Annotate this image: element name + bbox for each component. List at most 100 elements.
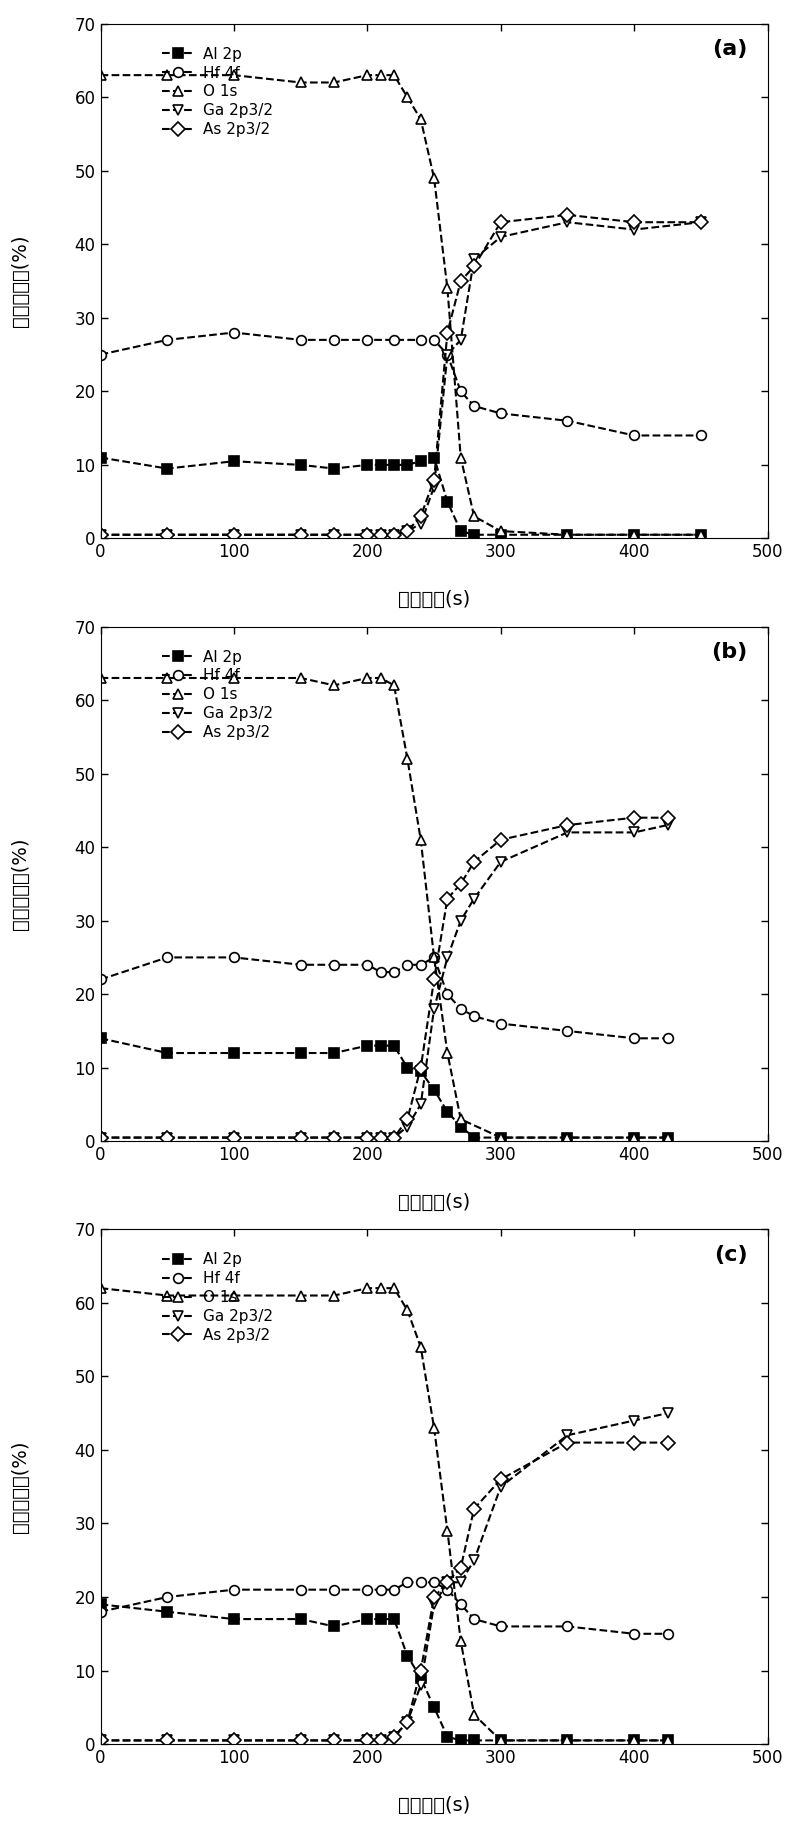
Hf 4f	[430, 330, 439, 351]
Ga 2p3/2	[296, 524, 306, 546]
Ga 2p3/2	[376, 1127, 386, 1149]
Line: O 1s: O 1s	[96, 1284, 672, 1745]
Line: Ga 2p3/2: Ga 2p3/2	[96, 1408, 672, 1745]
Ga 2p3/2	[456, 330, 466, 351]
Al 2p	[496, 524, 506, 546]
As 2p3/2	[296, 1730, 306, 1752]
Hf 4f	[416, 330, 426, 351]
O 1s	[562, 1127, 572, 1149]
Hf 4f	[362, 1579, 372, 1601]
Ga 2p3/2	[430, 475, 439, 497]
Al 2p	[430, 1697, 439, 1719]
Al 2p	[376, 1608, 386, 1630]
As 2p3/2	[402, 1109, 412, 1131]
Text: 原子百分比(%): 原子百分比(%)	[11, 838, 30, 931]
As 2p3/2	[630, 1431, 639, 1453]
Al 2p	[430, 1078, 439, 1100]
Hf 4f	[470, 395, 479, 417]
Al 2p	[96, 446, 106, 468]
O 1s	[229, 64, 238, 86]
O 1s	[470, 506, 479, 528]
Ga 2p3/2	[456, 910, 466, 932]
As 2p3/2	[456, 872, 466, 894]
Hf 4f	[162, 1586, 172, 1608]
Al 2p	[229, 1042, 238, 1063]
O 1s	[376, 1277, 386, 1298]
Ga 2p3/2	[470, 1550, 479, 1572]
Hf 4f	[496, 1615, 506, 1637]
As 2p3/2	[229, 1730, 238, 1752]
Line: O 1s: O 1s	[96, 674, 672, 1142]
Hf 4f	[456, 1593, 466, 1615]
O 1s	[630, 1127, 639, 1149]
Al 2p	[496, 1127, 506, 1149]
As 2p3/2	[442, 887, 452, 909]
As 2p3/2	[416, 1659, 426, 1681]
O 1s	[390, 1277, 399, 1298]
Ga 2p3/2	[630, 821, 639, 843]
Al 2p	[416, 1060, 426, 1082]
Ga 2p3/2	[229, 1127, 238, 1149]
Hf 4f	[630, 1623, 639, 1644]
Al 2p	[696, 524, 706, 546]
Hf 4f	[416, 954, 426, 976]
Ga 2p3/2	[442, 947, 452, 969]
O 1s	[442, 1042, 452, 1063]
As 2p3/2	[662, 807, 672, 829]
Line: Al 2p: Al 2p	[96, 1034, 672, 1142]
Ga 2p3/2	[376, 524, 386, 546]
Ga 2p3/2	[362, 1730, 372, 1752]
As 2p3/2	[630, 807, 639, 829]
O 1s	[296, 1284, 306, 1306]
Hf 4f	[162, 330, 172, 351]
O 1s	[456, 446, 466, 468]
Line: Ga 2p3/2: Ga 2p3/2	[96, 217, 706, 539]
Hf 4f	[630, 424, 639, 446]
As 2p3/2	[162, 1730, 172, 1752]
As 2p3/2	[562, 814, 572, 836]
Ga 2p3/2	[442, 344, 452, 366]
Text: (a): (a)	[712, 38, 747, 58]
O 1s	[430, 1417, 439, 1439]
Al 2p	[296, 1608, 306, 1630]
As 2p3/2	[430, 468, 439, 490]
Hf 4f	[376, 961, 386, 983]
Ga 2p3/2	[390, 1127, 399, 1149]
Hf 4f	[390, 961, 399, 983]
As 2p3/2	[390, 524, 399, 546]
As 2p3/2	[330, 1127, 339, 1149]
As 2p3/2	[442, 322, 452, 344]
Text: (c): (c)	[714, 1246, 747, 1266]
Line: As 2p3/2: As 2p3/2	[96, 1439, 672, 1745]
Ga 2p3/2	[362, 524, 372, 546]
O 1s	[562, 524, 572, 546]
Line: Hf 4f: Hf 4f	[96, 1577, 672, 1639]
Al 2p	[376, 453, 386, 475]
As 2p3/2	[430, 1586, 439, 1608]
Hf 4f	[229, 947, 238, 969]
As 2p3/2	[456, 1557, 466, 1579]
Ga 2p3/2	[229, 524, 238, 546]
Hf 4f	[376, 1579, 386, 1601]
Ga 2p3/2	[330, 524, 339, 546]
As 2p3/2	[390, 1726, 399, 1748]
As 2p3/2	[376, 1127, 386, 1149]
Line: Ga 2p3/2: Ga 2p3/2	[96, 819, 672, 1142]
Ga 2p3/2	[296, 1730, 306, 1752]
As 2p3/2	[430, 969, 439, 991]
Hf 4f	[362, 954, 372, 976]
Ga 2p3/2	[662, 1402, 672, 1424]
Ga 2p3/2	[402, 1712, 412, 1734]
Al 2p	[402, 1644, 412, 1666]
Al 2p	[470, 1730, 479, 1752]
Al 2p	[442, 1726, 452, 1748]
O 1s	[430, 168, 439, 189]
As 2p3/2	[562, 204, 572, 226]
Hf 4f	[562, 1020, 572, 1042]
Legend: Al 2p, Hf 4f, O 1s, Ga 2p3/2, As 2p3/2: Al 2p, Hf 4f, O 1s, Ga 2p3/2, As 2p3/2	[162, 47, 273, 137]
Hf 4f	[696, 424, 706, 446]
O 1s	[630, 1730, 639, 1752]
Hf 4f	[456, 381, 466, 402]
Al 2p	[416, 1666, 426, 1688]
Al 2p	[630, 1127, 639, 1149]
